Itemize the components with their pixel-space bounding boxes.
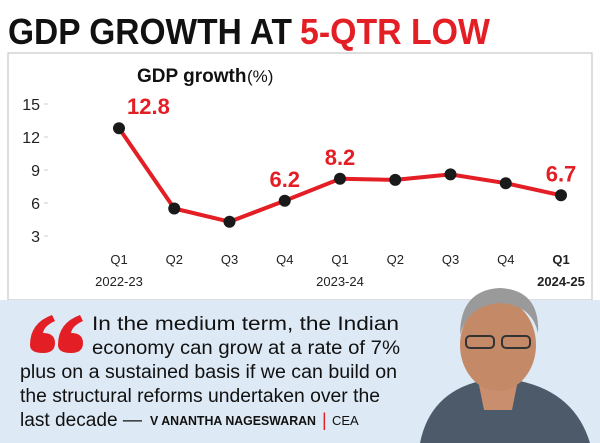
x-tick-label: Q2: [387, 252, 404, 267]
quote-line: last decade —: [20, 410, 142, 431]
x-tick-label: Q1: [331, 252, 348, 267]
quote-separator: |: [322, 410, 327, 430]
headline: GDP GROWTH AT: [8, 11, 292, 52]
quote-line: In the medium term, the Indian: [92, 314, 399, 335]
marker: [334, 172, 346, 185]
data-label: 8.2: [325, 145, 356, 170]
quote-line: the structural reforms undertaken over t…: [20, 386, 380, 407]
marker: [555, 189, 567, 202]
x-tick-label: Q2: [166, 252, 183, 267]
quote-line: plus on a sustained basis if we can buil…: [20, 362, 397, 383]
data-label: 12.8: [127, 94, 170, 119]
y-tick-label: 3: [31, 229, 40, 246]
marker: [223, 215, 236, 228]
x-tick-label: Q3: [221, 252, 238, 267]
marker: [168, 202, 181, 215]
marker: [389, 173, 402, 186]
marker: [444, 168, 457, 181]
x-tick-label: Q3: [442, 252, 459, 267]
x-group-label: 2023-24: [316, 274, 364, 289]
x-tick-label: Q4: [276, 252, 293, 267]
x-group-label: 2022-23: [95, 274, 143, 289]
data-label: 6.2: [269, 167, 300, 192]
marker: [113, 122, 125, 135]
marker: [278, 194, 291, 207]
quote-role: CEA: [332, 413, 359, 428]
quote-author: V ANANTHA NAGESWARAN: [150, 413, 316, 428]
quote-mark: [30, 315, 83, 353]
y-tick-label: 12: [22, 130, 40, 147]
x-group-label: 2024-25: [537, 274, 585, 289]
headline-highlight: 5-QTR LOW: [300, 11, 490, 52]
chart-title: GDP growth: [137, 66, 246, 87]
y-tick-label: 9: [31, 163, 40, 180]
x-tick-label: Q4: [497, 252, 514, 267]
portrait: [420, 288, 590, 443]
y-tick-label: 6: [31, 196, 40, 213]
data-label: 6.7: [546, 161, 577, 186]
x-tick-label: Q1: [552, 252, 569, 267]
chart-unit: (%): [247, 67, 273, 86]
y-tick-label: 15: [22, 97, 40, 114]
marker: [499, 177, 512, 190]
x-tick-label: Q1: [110, 252, 127, 267]
quote-line: economy can grow at a rate of 7%: [92, 338, 400, 359]
